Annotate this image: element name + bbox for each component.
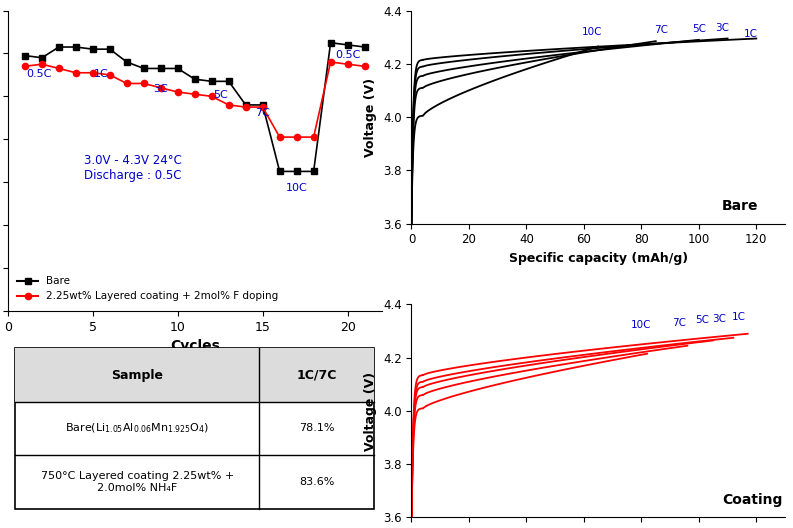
Text: Bare: Bare xyxy=(722,199,758,213)
Text: 750°C Layered coating 2.25wt% +
2.0mol% NH₄F: 750°C Layered coating 2.25wt% + 2.0mol% … xyxy=(40,471,234,493)
Text: 5C: 5C xyxy=(695,315,709,325)
X-axis label: Cycles: Cycles xyxy=(170,339,220,353)
Text: 3.0V - 4.3V 24°C
Discharge : 0.5C: 3.0V - 4.3V 24°C Discharge : 0.5C xyxy=(84,154,182,182)
Text: 3C: 3C xyxy=(153,84,168,94)
Bar xyxy=(15,348,374,402)
Text: Sample: Sample xyxy=(111,369,163,382)
Text: Bare(Li$_{1.05}$Al$_{0.06}$Mn$_{1.925}$O$_4$): Bare(Li$_{1.05}$Al$_{0.06}$Mn$_{1.925}$O… xyxy=(65,422,209,435)
Text: 10C: 10C xyxy=(582,26,603,36)
Text: 7C: 7C xyxy=(654,25,668,35)
Text: 83.6%: 83.6% xyxy=(299,477,335,487)
Text: 3C: 3C xyxy=(714,23,729,33)
Text: 78.1%: 78.1% xyxy=(299,423,335,433)
Legend: Bare, 2.25wt% Layered coating + 2mol% F doping: Bare, 2.25wt% Layered coating + 2mol% F … xyxy=(13,272,283,306)
Text: 1C: 1C xyxy=(744,29,757,39)
Text: 5C: 5C xyxy=(691,24,706,34)
Text: 5C: 5C xyxy=(213,90,228,100)
Text: 0.5C: 0.5C xyxy=(26,69,52,79)
Text: 1C: 1C xyxy=(94,69,109,79)
Y-axis label: Voltage (V): Voltage (V) xyxy=(365,371,377,450)
Text: 1C: 1C xyxy=(732,313,746,323)
Text: 3C: 3C xyxy=(712,314,726,324)
Text: 7C: 7C xyxy=(672,318,686,328)
Text: 0.5C: 0.5C xyxy=(335,50,360,60)
Y-axis label: Voltage (V): Voltage (V) xyxy=(365,78,377,157)
X-axis label: Specific capacity (mAh/g): Specific capacity (mAh/g) xyxy=(508,252,688,265)
Text: Coating: Coating xyxy=(722,493,782,507)
Text: 7C: 7C xyxy=(255,108,270,118)
Text: 1C/7C: 1C/7C xyxy=(297,369,337,382)
Text: 10C: 10C xyxy=(285,183,308,193)
Text: 10C: 10C xyxy=(631,320,652,331)
